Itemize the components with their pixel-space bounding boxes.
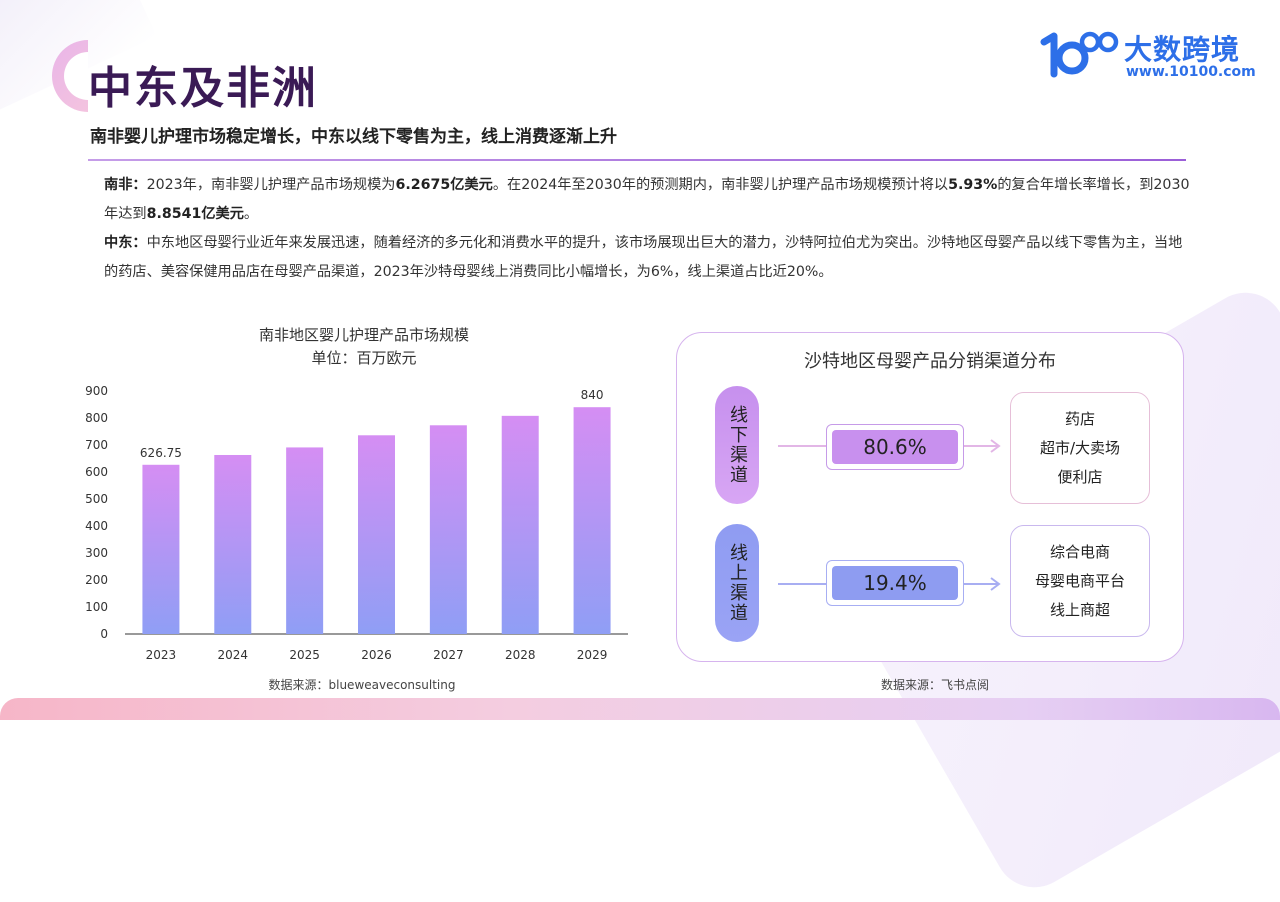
y-tick-label: 300 xyxy=(85,546,108,560)
offline-share-value: 80.6% xyxy=(863,435,927,459)
list-item: 综合电商 xyxy=(1049,542,1110,561)
online-channel-list: 综合电商 母婴电商平台 线上商超 xyxy=(1010,525,1150,637)
x-tick-label: 2028 xyxy=(505,648,536,662)
chart-title: 南非地区婴儿护理产品市场规模 xyxy=(258,326,469,344)
logo-name: 大数跨境 xyxy=(1124,33,1241,66)
online-share-fill xyxy=(832,566,958,600)
y-tick-label: 400 xyxy=(85,519,108,533)
data-label: 626.75 xyxy=(140,446,182,460)
channel-panel-title: 沙特地区母婴产品分销渠道分布 xyxy=(804,351,1056,372)
x-tick-label: 2023 xyxy=(146,648,177,662)
bottom-decor-bar xyxy=(0,698,1280,720)
list-item: 药店 xyxy=(1064,409,1095,428)
paragraph-label: 南非： xyxy=(104,177,147,193)
y-tick-label: 200 xyxy=(85,573,108,587)
bar xyxy=(358,435,395,634)
paragraph-middle-east: 中东：中东地区母婴行业近年来发展迅速，随着经济的多元化和消费水平的提升，该市场展… xyxy=(104,229,1194,287)
chart-source: 数据来源：blueweaveconsulting xyxy=(268,678,456,692)
page-title: 中东及非洲 xyxy=(88,63,318,114)
y-tick-label: 900 xyxy=(85,384,108,398)
x-tick-label: 2025 xyxy=(289,648,320,662)
paragraph-label: 中东： xyxy=(104,235,147,251)
y-tick-label: 500 xyxy=(85,492,108,506)
y-tick-label: 0 xyxy=(100,627,108,641)
paragraph-south-africa: 南非：2023年，南非婴儿护理产品市场规模为6.2675亿美元。在2024年至2… xyxy=(104,171,1194,229)
y-tick-label: 800 xyxy=(85,411,108,425)
bar xyxy=(286,447,324,634)
y-tick-label: 600 xyxy=(85,465,108,479)
offline-share-fill xyxy=(832,430,958,464)
list-item: 超市/大卖场 xyxy=(1039,438,1121,457)
offline-connector xyxy=(778,445,826,447)
x-tick-label: 2029 xyxy=(577,648,608,662)
highlight-value: 5.93% xyxy=(948,177,998,193)
online-channel-label: 线上渠道 xyxy=(715,524,759,642)
bar xyxy=(142,464,180,634)
logo: 大数跨境 www.10100.com xyxy=(1040,28,1256,86)
list-item: 便利店 xyxy=(1057,467,1103,486)
bar xyxy=(214,454,252,634)
chart-title-block: 南非地区婴儿护理产品市场规模 单位：百万欧元 xyxy=(206,324,522,370)
highlight-value: 8.8541亿美元 xyxy=(146,206,244,222)
online-arrow-icon xyxy=(964,577,1001,591)
page-subtitle: 南非婴儿护理市场稳定增长，中东以线下零售为主，线上消费逐渐上升 xyxy=(90,127,617,147)
online-share-value: 19.4% xyxy=(863,571,927,595)
logo-url: www.10100.com xyxy=(1126,64,1256,80)
paragraph-text: 中东地区母婴行业近年来发展迅速，随着经济的多元化和消费水平的提升，该市场展现出巨… xyxy=(104,235,1183,280)
online-share-box: 19.4% xyxy=(826,560,964,606)
online-connector xyxy=(778,583,826,585)
highlight-value: 6.2675亿美元 xyxy=(395,177,493,193)
title-ring-decoration xyxy=(52,40,88,112)
paragraph-text: 的复合年增长率增长，到2030年达到 xyxy=(104,177,1190,222)
x-tick-label: 2024 xyxy=(218,648,249,662)
bar xyxy=(501,415,539,634)
bar xyxy=(429,425,467,634)
offline-share-box: 80.6% xyxy=(826,424,964,470)
list-item: 母婴电商平台 xyxy=(1034,571,1125,590)
paragraph-text: 。 xyxy=(243,206,259,222)
offline-channel-list: 药店 超市/大卖场 便利店 xyxy=(1010,392,1150,504)
offline-channel-label: 线下渠道 xyxy=(715,386,759,504)
divider xyxy=(88,159,1186,161)
bar xyxy=(573,407,611,634)
chart-unit: 单位：百万欧元 xyxy=(311,349,417,367)
channel-panel xyxy=(676,332,1184,662)
paragraph-text: 。在2024年至2030年的预测期内，南非婴儿护理产品市场规模预计将以 xyxy=(492,177,949,193)
x-tick-label: 2026 xyxy=(361,648,392,662)
x-tick-label: 2027 xyxy=(433,648,464,662)
paragraph-text: 2023年，南非婴儿护理产品市场规模为 xyxy=(146,177,396,193)
y-tick-label: 100 xyxy=(85,600,108,614)
logo-mark-icon xyxy=(1040,31,1119,78)
offline-arrow-icon xyxy=(964,439,1001,453)
channel-source: 数据来源：飞书点阅 xyxy=(880,678,989,692)
list-item: 线上商超 xyxy=(1049,600,1110,619)
market-size-bar-chart: 0 100 200 300 400 500 600 700 800 900 2023 626.75 20… xyxy=(85,384,628,662)
data-label: 840 xyxy=(581,388,604,402)
y-tick-label: 700 xyxy=(85,438,108,452)
